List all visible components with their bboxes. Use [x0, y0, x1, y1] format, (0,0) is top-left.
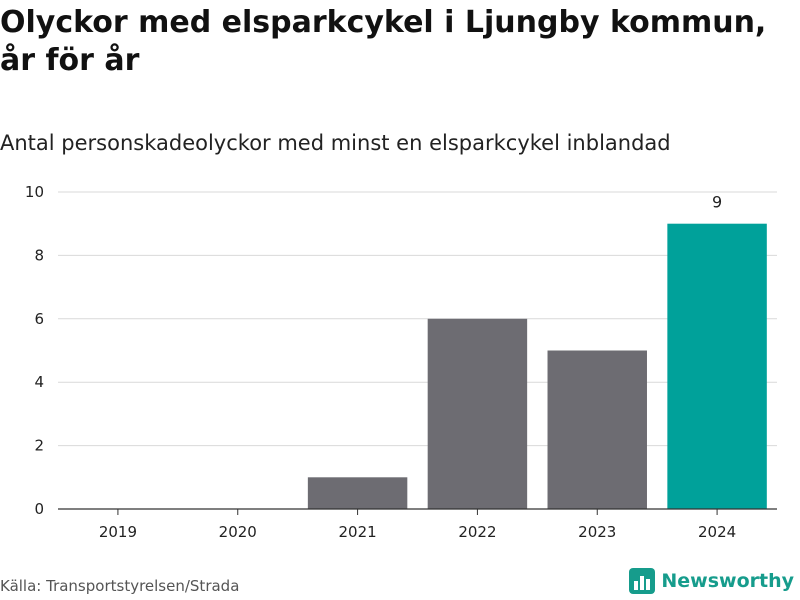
y-tick-label: 0: [34, 500, 44, 518]
source-note: Källa: Transportstyrelsen/Strada: [0, 577, 240, 595]
bar-chart: 0 2 4 6 8 10 2019 2020 2021 2022 2023 2024 9: [25, 183, 777, 541]
bar-chart-logo-icon: [629, 568, 656, 594]
y-tick-label: 4: [34, 373, 44, 391]
x-tick-label: 2023: [578, 523, 616, 541]
chart-title: Olyckor med elsparkcykel i Ljungby kommu…: [0, 4, 790, 80]
bar: [547, 350, 647, 509]
x-tick-label: 2019: [99, 523, 137, 541]
y-tick-label: 2: [34, 437, 44, 455]
x-tick-label: 2021: [338, 523, 376, 541]
chart-title-line-2: år för år: [0, 43, 140, 78]
labels: 0 2 4 6 8 10 2019 2020 2021 2022 2023 2024 9: [25, 183, 736, 541]
bar: [667, 223, 767, 509]
bar: [427, 318, 528, 509]
brand-name: Newsworthy: [661, 570, 794, 592]
data-label: 9: [712, 193, 722, 212]
x-tick-label: 2024: [698, 523, 736, 541]
gridlines: [58, 191, 777, 447]
bars: [307, 223, 767, 509]
axes: [58, 508, 777, 515]
chart-title-line-1: Olyckor med elsparkcykel i Ljungby kommu…: [0, 5, 767, 40]
chart-subtitle: Antal personskadeolyckor med minst en el…: [0, 131, 671, 155]
y-tick-label: 6: [34, 310, 44, 328]
bar: [307, 477, 408, 509]
x-tick-label: 2022: [458, 523, 496, 541]
y-tick-label: 8: [34, 246, 44, 264]
brand-logo: Newsworthy: [629, 568, 794, 594]
x-tick-label: 2020: [219, 523, 257, 541]
y-tick-label: 10: [25, 183, 44, 201]
